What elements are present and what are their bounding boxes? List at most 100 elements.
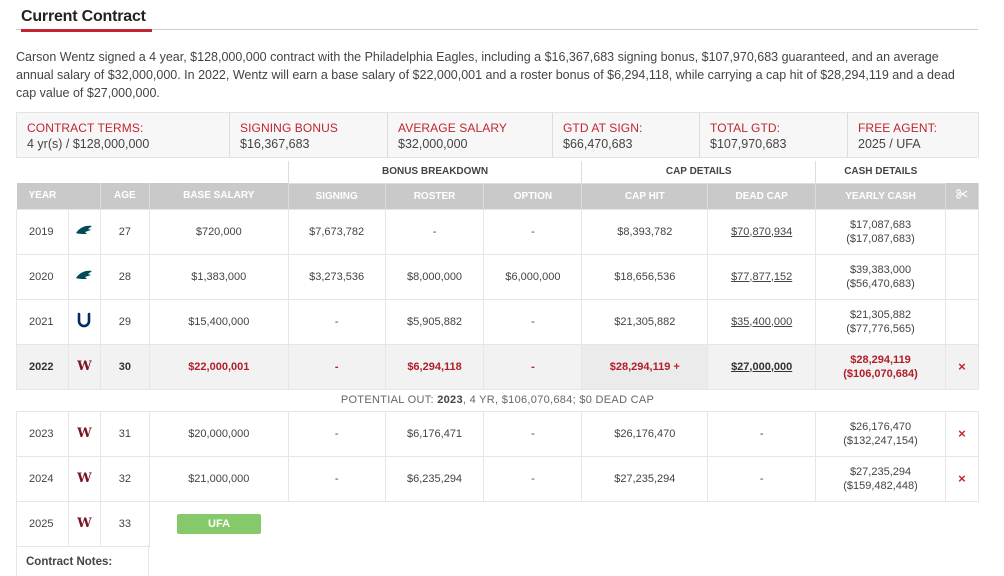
row-yearly-cash: $28,294,119 ($106,070,684) [815, 343, 946, 390]
header-year[interactable]: YEAR [16, 183, 101, 209]
row-action [944, 253, 980, 300]
header-age[interactable]: AGE [100, 183, 150, 209]
row-dead-cap: $27,000,000 [707, 343, 817, 390]
row-roster: - [384, 208, 485, 255]
row-option: - [483, 298, 583, 345]
group-bonus-breakdown: BONUS BREAKDOWN [287, 161, 582, 184]
row-signing: - [287, 410, 386, 457]
row-dead-cap: $70,870,934 [707, 208, 817, 255]
row-year: 2021 [16, 298, 69, 345]
table-row-current: 2022 W 30 $22,000,001 - $6,294,118 - $28… [16, 343, 980, 390]
row-cap-hit: $26,176,470 [581, 410, 709, 457]
row-roster: $6,176,471 [384, 410, 485, 457]
row-age: 31 [99, 410, 150, 457]
row-roster: $5,905,882 [384, 298, 485, 345]
row-base-salary: $20,000,000 [148, 410, 289, 457]
row-roster: $6,294,118 [384, 343, 485, 390]
row-option: - [483, 343, 583, 390]
table-row-ufa: 2025 W 33 UFA [16, 500, 979, 547]
header-roster[interactable]: ROSTER [385, 183, 485, 209]
header-cap-hit[interactable]: CAP HIT [581, 183, 709, 209]
section-title: Current Contract [21, 8, 152, 32]
row-yearly-cash: $39,383,000 ($56,470,683) [815, 253, 946, 300]
contract-notes-label: Contract Notes: [26, 556, 113, 568]
potential-out-row: POTENTIAL OUT: 2023, 4 YR, $106,070,684;… [340, 394, 655, 406]
header-base-salary[interactable]: BASE SALARY [149, 183, 289, 209]
eagles-logo-icon[interactable] [67, 253, 101, 300]
contract-summary: Carson Wentz signed a 4 year, $128,000,0… [16, 50, 955, 100]
row-year: 2024 [16, 455, 69, 502]
dead-cap-link[interactable]: $70,870,934 [731, 225, 793, 238]
row-age: 33 [99, 500, 150, 547]
term-average-salary: AVERAGE SALARY $32,000,000 [388, 113, 553, 157]
row-year: 2019 [16, 208, 69, 255]
row-signing: $3,273,536 [287, 253, 386, 300]
washington-logo-icon[interactable]: W [67, 343, 101, 390]
dead-cap-link[interactable]: $77,877,152 [731, 270, 793, 283]
contract-terms-bar: CONTRACT TERMS: 4 yr(s) / $128,000,000 S… [16, 112, 979, 158]
row-age: 28 [99, 253, 150, 300]
row-cap-hit: $21,305,882 [581, 298, 709, 345]
washington-logo-icon[interactable]: W [67, 410, 101, 457]
row-year: 2020 [16, 253, 69, 300]
row-age: 30 [99, 343, 150, 390]
row-signing: - [287, 455, 386, 502]
row-yearly-cash: $21,305,882 ($77,776,565) [815, 298, 946, 345]
row-dead-cap: - [707, 455, 817, 502]
row-cap-hit: $28,294,119 + [581, 343, 709, 390]
row-base-salary: $21,000,000 [148, 455, 289, 502]
dead-cap-link[interactable]: $35,400,000 [731, 315, 793, 328]
row-action: × [944, 343, 980, 390]
close-icon[interactable]: × [958, 426, 966, 441]
eagles-logo-icon[interactable] [67, 208, 101, 255]
table-row: 2023 W 31 $20,000,000 - $6,176,471 - $26… [16, 410, 980, 457]
washington-logo-icon[interactable]: W [67, 500, 101, 547]
row-option: - [483, 455, 583, 502]
header-signing[interactable]: SIGNING [288, 183, 386, 209]
row-signing: - [287, 343, 386, 390]
table-header: YEAR AGE BASE SALARY SIGNING ROSTER OPTI… [16, 183, 980, 209]
row-ufa-status: UFA [149, 501, 288, 546]
term-contract: CONTRACT TERMS: 4 yr(s) / $128,000,000 [17, 113, 230, 157]
close-icon[interactable]: × [958, 471, 966, 486]
row-yearly-cash: $17,087,683 ($17,087,683) [815, 208, 946, 255]
washington-logo-icon[interactable]: W [67, 455, 101, 502]
row-cap-hit: $18,656,536 [581, 253, 709, 300]
scissors-icon[interactable] [945, 183, 980, 209]
dead-cap-link[interactable]: $27,000,000 [731, 360, 793, 373]
table-row: 2024 W 32 $21,000,000 - $6,235,294 - $27… [16, 455, 980, 502]
row-option: - [483, 208, 583, 255]
row-dead-cap: $35,400,000 [707, 298, 817, 345]
header-dead-cap[interactable]: DEAD CAP [707, 183, 817, 209]
row-roster: $6,235,294 [384, 455, 485, 502]
group-cap-details: CAP DETAILS [581, 161, 816, 184]
header-yearly-cash[interactable]: YEARLY CASH [815, 183, 946, 209]
term-signing-bonus: SIGNING BONUS $16,367,683 [230, 113, 388, 157]
plus-icon[interactable]: + [673, 360, 680, 373]
table-row: 2019 27 $720,000 $7,673,782 - - $8,393,7… [16, 208, 980, 255]
section-header: Current Contract [16, 4, 978, 32]
row-base-salary: $15,400,000 [148, 298, 289, 345]
term-total-gtd: TOTAL GTD: $107,970,683 [700, 113, 848, 157]
row-cap-hit: $8,393,782 [581, 208, 709, 255]
row-cap-hit: $27,235,294 [581, 455, 709, 502]
row-signing: - [287, 298, 386, 345]
row-action: × [944, 410, 980, 457]
contract-table: BONUS BREAKDOWN CAP DETAILS CASH DETAILS… [16, 161, 980, 547]
notes-container [16, 545, 149, 576]
group-cash-details: CASH DETAILS [815, 161, 946, 184]
term-free-agent: FREE AGENT: 2025 / UFA [858, 121, 938, 151]
table-row: 2021 29 $15,400,000 - $5,905,882 - $21,3… [16, 298, 980, 345]
row-option: - [483, 410, 583, 457]
row-option: $6,000,000 [483, 253, 583, 300]
header-option[interactable]: OPTION [483, 183, 583, 209]
row-base-salary: $720,000 [148, 208, 289, 255]
row-yearly-cash: $26,176,470 ($132,247,154) [815, 410, 946, 457]
row-yearly-cash: $27,235,294 ($159,482,448) [815, 455, 946, 502]
close-icon[interactable]: × [958, 359, 966, 374]
term-gtd-at-sign: GTD AT SIGN: $66,470,683 [553, 113, 700, 157]
row-action [944, 208, 980, 255]
row-base-salary: $22,000,001 [148, 343, 289, 390]
colts-logo-icon[interactable] [67, 298, 101, 345]
row-dead-cap: - [707, 410, 817, 457]
